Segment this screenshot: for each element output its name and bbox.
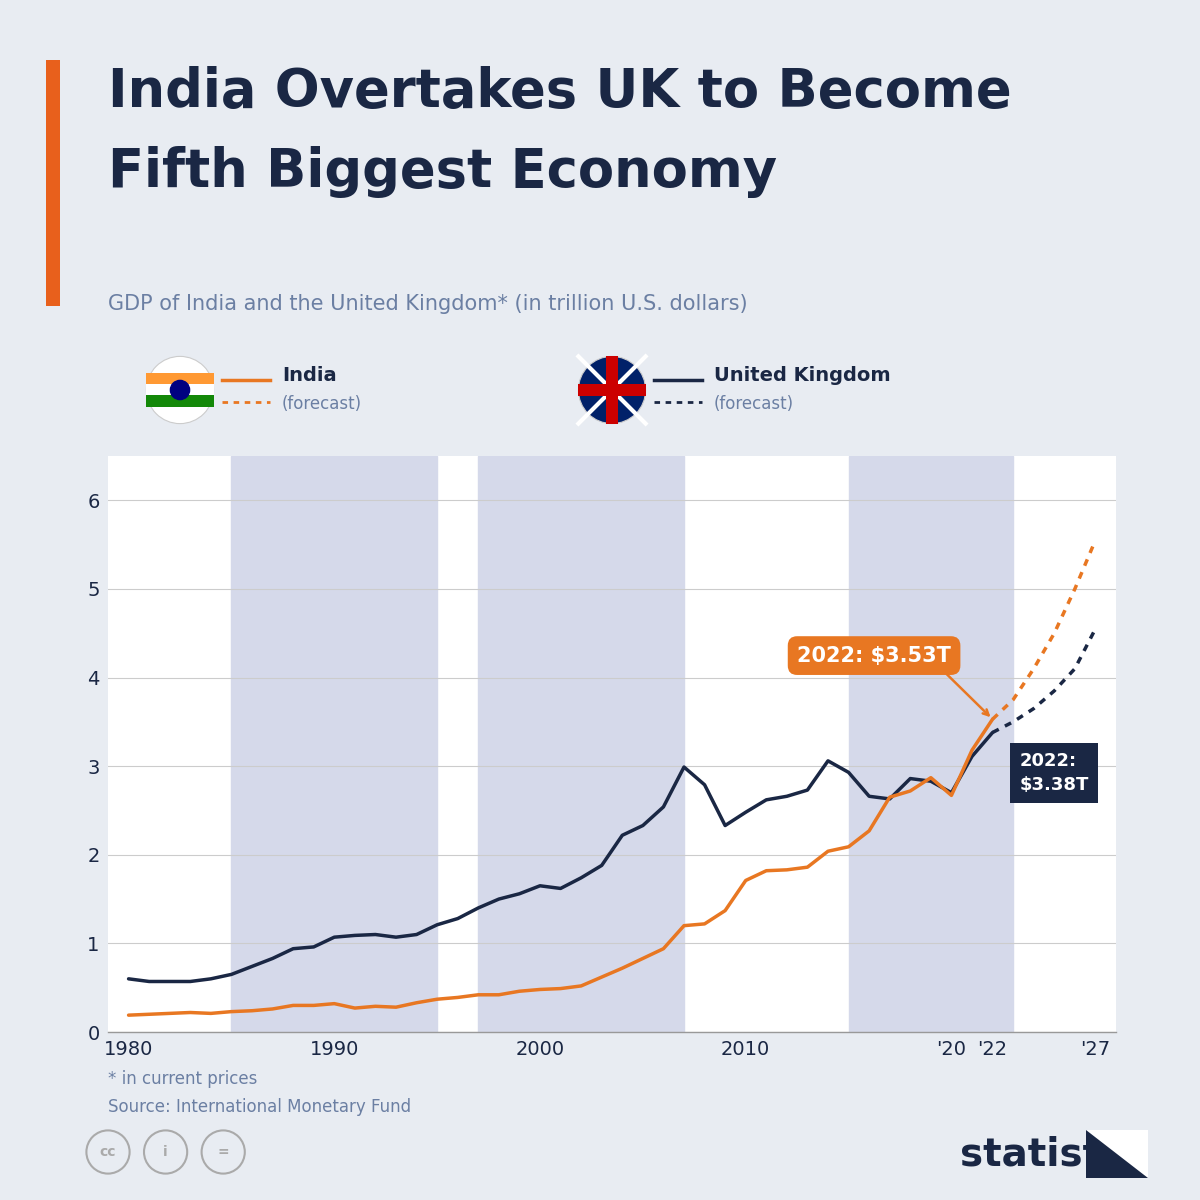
Text: GDP of India and the United Kingdom* (in trillion U.S. dollars): GDP of India and the United Kingdom* (in… [108, 294, 748, 314]
Text: United Kingdom: United Kingdom [714, 366, 890, 385]
Text: i: i [163, 1145, 168, 1159]
Bar [848, 456, 1013, 1032]
Text: Fifth Biggest Economy: Fifth Biggest Economy [108, 146, 778, 198]
Text: cc: cc [100, 1145, 116, 1159]
Text: * in current prices: * in current prices [108, 1070, 257, 1088]
Text: 2022: $3.53T: 2022: $3.53T [797, 646, 952, 666]
Text: (forecast): (forecast) [714, 395, 794, 413]
Text: (forecast): (forecast) [282, 395, 362, 413]
Text: India: India [282, 366, 337, 385]
Text: India Overtakes UK to Become: India Overtakes UK to Become [108, 66, 1012, 118]
Bar [479, 456, 684, 1032]
Text: Source: International Monetary Fund: Source: International Monetary Fund [108, 1098, 412, 1116]
Text: =: = [217, 1145, 229, 1159]
Text: statista: statista [960, 1135, 1127, 1174]
Text: 2022:
$3.38T: 2022: $3.38T [1019, 752, 1088, 794]
Bar [232, 456, 437, 1032]
